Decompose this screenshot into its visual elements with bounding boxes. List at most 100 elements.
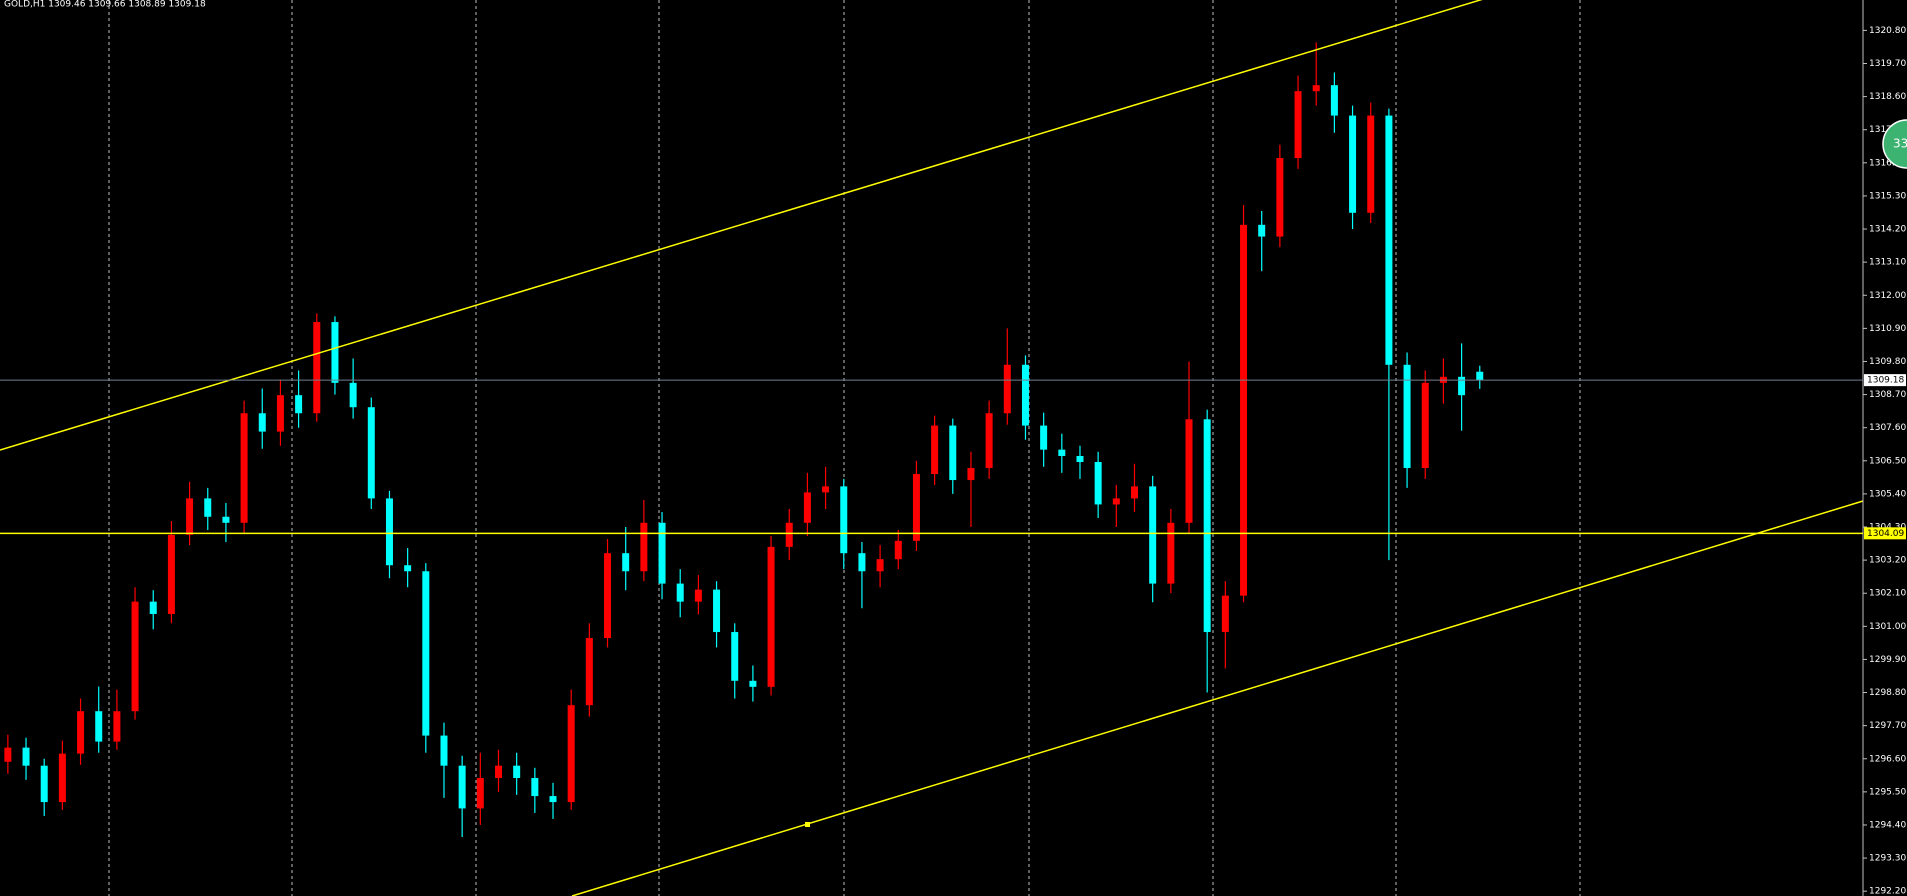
candle-body [949, 425, 957, 481]
channel-lower[interactable] [571, 500, 1864, 896]
trendline-handle[interactable] [805, 822, 810, 827]
candle-body [1094, 461, 1102, 505]
y-tick-label: 1316.40 [1869, 158, 1906, 168]
candles [4, 42, 1484, 838]
candle-body [494, 765, 502, 779]
candle-body [658, 522, 666, 584]
candle-body [622, 553, 630, 572]
candle-body [858, 553, 866, 572]
y-tick-label: 1305.40 [1869, 489, 1906, 499]
y-tick-label: 1295.50 [1869, 787, 1906, 797]
candle-body [1203, 419, 1211, 633]
candle-body [1221, 595, 1229, 633]
candle-body [694, 589, 702, 602]
candle-body [876, 559, 884, 572]
candle-body [803, 492, 811, 523]
candle-body [385, 498, 393, 566]
candle-body [240, 413, 248, 523]
badge-label: 33 [1893, 137, 1907, 151]
candle-body [149, 601, 157, 614]
candle-body [331, 322, 339, 383]
candle-body [1276, 158, 1284, 237]
candle-body [4, 747, 12, 762]
candle-body [1167, 522, 1175, 584]
candle-body [422, 571, 430, 736]
candle-body [58, 753, 66, 803]
y-tick-label: 1297.70 [1869, 721, 1906, 731]
y-tick-label: 1292.20 [1869, 887, 1906, 896]
candle-body [1421, 382, 1429, 469]
candle-body [1258, 224, 1266, 237]
candle-body [258, 413, 266, 432]
candle-body [1076, 455, 1084, 462]
candle-body [967, 468, 975, 481]
y-tick-label: 1299.90 [1869, 655, 1906, 665]
candle-body [77, 711, 85, 754]
candle-body [840, 486, 848, 554]
y-tick-label: 1303.20 [1869, 556, 1906, 566]
candle-body [549, 796, 557, 803]
candle-body [131, 601, 139, 712]
candle-body [567, 705, 575, 803]
candle-body [222, 516, 230, 523]
level-box [1864, 527, 1906, 540]
candle-body [513, 765, 521, 779]
candle-body [440, 735, 448, 766]
candle-body [1476, 371, 1484, 381]
candle-body [167, 534, 175, 614]
candle-body [1385, 115, 1393, 365]
candle-body [1330, 85, 1338, 116]
candle-body [1349, 115, 1357, 213]
candle-body [313, 322, 321, 414]
y-tick-label: 1293.30 [1869, 854, 1906, 864]
candle-body [1149, 486, 1157, 584]
y-tick-label: 1308.70 [1869, 390, 1906, 400]
candle-body [1130, 486, 1138, 499]
candle-body [1185, 419, 1193, 523]
candle-body [1312, 85, 1320, 92]
y-tick-label: 1319.70 [1869, 59, 1906, 69]
candle-body [22, 747, 30, 766]
y-tick-label: 1309.80 [1869, 357, 1906, 367]
y-tick-label: 1318.60 [1869, 92, 1906, 102]
candle-body [1458, 376, 1466, 396]
candle-body [476, 778, 484, 809]
candle-body [40, 765, 48, 803]
y-tick-label: 1315.30 [1869, 191, 1906, 201]
candle-body [1112, 498, 1120, 505]
channel-upper[interactable] [0, 0, 1490, 451]
candle-body [1058, 449, 1066, 456]
y-tick-label: 1312.00 [1869, 291, 1906, 301]
candle-body [731, 632, 739, 681]
candle-body [113, 711, 121, 742]
y-tick-label: 1314.20 [1869, 225, 1906, 235]
candle-body [585, 638, 593, 706]
candle-body [713, 589, 721, 633]
candle-body [349, 382, 357, 408]
candle-body [95, 711, 103, 742]
candle-body [1021, 364, 1029, 426]
candle-body [912, 474, 920, 541]
candle-body [1294, 91, 1302, 159]
candle-body [367, 407, 375, 499]
candle-body [404, 565, 412, 572]
badge[interactable] [1882, 119, 1907, 169]
chart-title: GOLD,H1 1309.46 1309.66 1308.89 1309.18 [4, 0, 206, 10]
period-separators [108, 0, 1581, 896]
candle-body [276, 395, 284, 432]
candle-body [204, 498, 212, 517]
level-label: 1304.09 [1867, 529, 1904, 539]
candle-body [640, 522, 648, 572]
candle-body [785, 522, 793, 547]
y-tick-label: 1313.10 [1869, 258, 1906, 268]
candle-body [1240, 224, 1248, 596]
y-tick-label: 1310.90 [1869, 324, 1906, 334]
current-price-box [1864, 374, 1906, 387]
candle-body [295, 395, 303, 414]
current-price-label: 1309.18 [1867, 376, 1904, 386]
candle-body [1003, 364, 1011, 414]
candle-body [1367, 115, 1375, 213]
y-tick-label: 1306.50 [1869, 456, 1906, 466]
